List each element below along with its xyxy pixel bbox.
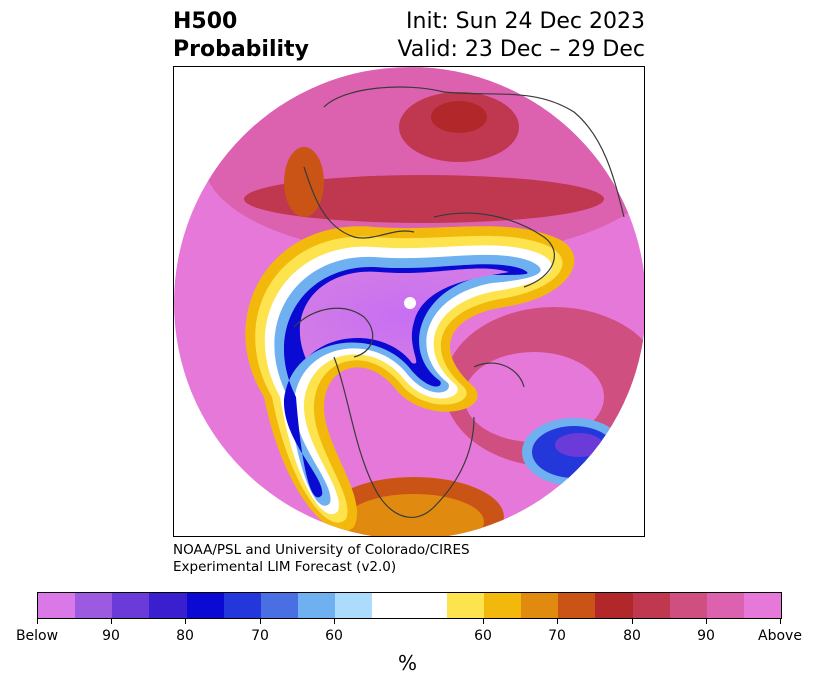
colorbar-tick: [780, 619, 781, 624]
chart-title: H500 Probability: [173, 8, 309, 64]
colorbar-tick: [260, 619, 261, 624]
colorbar-swatch-3: [149, 593, 187, 618]
credit-text: NOAA/PSL and University of Colorado/CIRE…: [173, 542, 470, 576]
credit-line-2: Experimental LIM Forecast (v2.0): [173, 559, 397, 575]
atlantic-trough-core: [555, 433, 603, 457]
colorbar-swatch-6: [260, 593, 299, 618]
ridge-europe: [284, 147, 324, 217]
ridge-band: [244, 175, 604, 223]
valid-date: Valid: 23 Dec – 29 Dec: [397, 37, 645, 62]
colorbar-swatch-14: [558, 593, 596, 618]
title-line-1: H500: [173, 9, 238, 34]
colorbar-swatch-13: [521, 593, 559, 618]
credit-line-1: NOAA/PSL and University of Colorado/CIRE…: [173, 542, 470, 558]
colorbar-swatch-11: [446, 593, 484, 618]
colorbar-label-below-70: 70: [251, 628, 269, 644]
colorbar-swatch-2: [112, 593, 150, 618]
coastlines: [293, 86, 625, 518]
colorbar-label-below: Below: [15, 628, 59, 644]
colorbar-tick: [557, 619, 558, 624]
north-america-coast: [333, 356, 475, 518]
colorbar-label-above: Above: [758, 628, 802, 644]
colorbar-swatch-16: [632, 593, 670, 618]
colorbar-tick: [483, 619, 484, 624]
colorbar-tick: [111, 619, 112, 624]
title-line-2: Probability: [173, 37, 309, 62]
colorbar-tick: [334, 619, 335, 624]
asia-coast: [323, 86, 625, 218]
colorbar-tick: [37, 619, 38, 624]
colorbar-swatch-15: [595, 593, 633, 618]
colorbar-swatch-18: [706, 593, 744, 618]
colorbar-tick: [632, 619, 633, 624]
ridge-max-asia: [431, 101, 487, 133]
alaska-coast: [473, 362, 525, 388]
colorbar-tick: [706, 619, 707, 624]
colorbar: [37, 592, 782, 619]
colorbar-swatch-5: [223, 593, 261, 618]
colorbar-swatch-0: [38, 593, 76, 618]
colorbar-label-below-80: 80: [176, 628, 194, 644]
greenland-coast: [293, 307, 374, 358]
europe-coast: [303, 166, 415, 239]
colorbar-swatch-10: [409, 593, 447, 618]
colorbar-swatch-1: [75, 593, 113, 618]
colorbar-swatch-12: [483, 593, 522, 618]
map-canvas: [174, 67, 644, 536]
polar-below-area: [299, 268, 509, 364]
polar-map: [173, 66, 645, 537]
colorbar-unit: %: [398, 651, 418, 675]
colorbar-label-above-60: 60: [474, 628, 492, 644]
colorbar-label-above-80: 80: [623, 628, 641, 644]
init-date: Init: Sun 24 Dec 2023: [406, 9, 645, 34]
probability-field: [174, 67, 644, 536]
gulf-ridge-core: [344, 494, 484, 536]
forecast-dates: Init: Sun 24 Dec 2023 Valid: 23 Dec – 29…: [397, 8, 645, 64]
colorbar-swatch-17: [669, 593, 707, 618]
colorbar-label-above-70: 70: [548, 628, 566, 644]
siberia-coast: [433, 212, 555, 288]
colorbar-tick: [185, 619, 186, 624]
colorbar-swatch-9: [372, 593, 410, 618]
north-pole-marker: [404, 297, 416, 309]
colorbar-swatch-8: [335, 593, 373, 618]
colorbar-swatch-4: [186, 593, 224, 618]
colorbar-swatch-7: [298, 593, 336, 618]
colorbar-label-above-90: 90: [697, 628, 715, 644]
colorbar-swatch-19: [743, 593, 782, 618]
colorbar-label-below-60: 60: [325, 628, 343, 644]
colorbar-label-below-90: 90: [102, 628, 120, 644]
